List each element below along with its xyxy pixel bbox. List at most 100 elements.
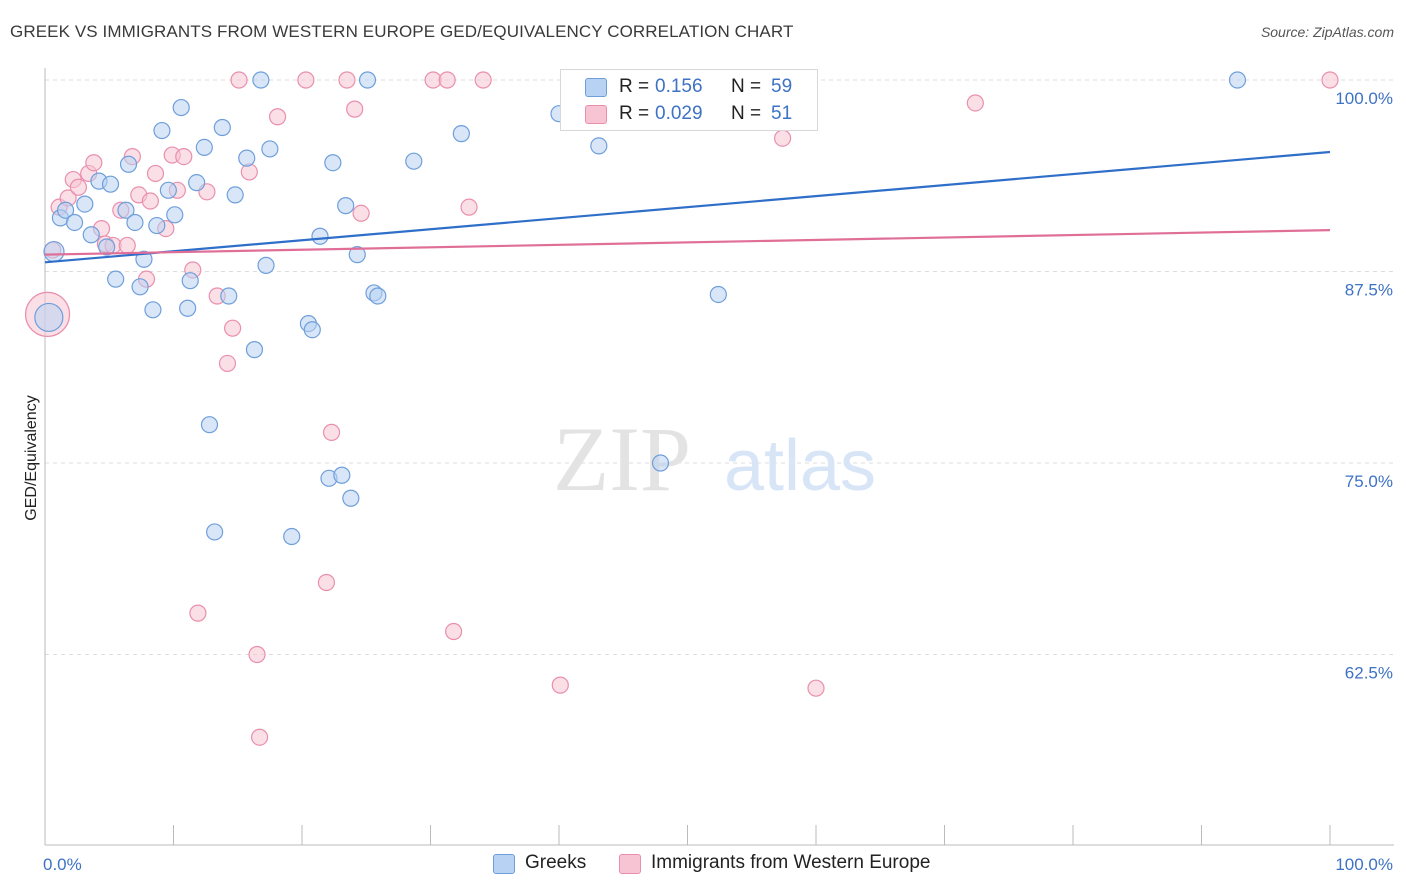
point-immigrants	[338, 71, 356, 89]
y-tick-label: 87.5%	[1345, 281, 1393, 300]
point-immigrants	[268, 108, 287, 126]
point-greeks	[98, 238, 116, 256]
point-greeks	[238, 149, 256, 167]
point-immigrants	[438, 71, 456, 89]
point-immigrants	[146, 164, 165, 183]
point-immigrants	[85, 154, 103, 172]
point-greeks	[76, 195, 94, 213]
point-greeks	[311, 227, 329, 245]
point-greeks	[101, 175, 120, 193]
point-immigrants	[141, 192, 159, 210]
point-greeks	[333, 466, 351, 484]
watermark-zip: ZIP	[553, 408, 691, 510]
point-greeks	[342, 489, 360, 507]
watermark-atlas: atlas	[724, 426, 876, 506]
point-immigrants	[460, 198, 478, 216]
point-greeks	[119, 155, 138, 173]
point-immigrants	[1321, 71, 1339, 89]
point-immigrants	[352, 204, 370, 222]
point-greeks	[369, 287, 387, 305]
point-immigrants	[248, 645, 266, 664]
point-immigrants	[230, 71, 248, 89]
point-greeks	[348, 246, 366, 264]
point-immigrants	[346, 100, 364, 118]
point-greeks	[590, 137, 608, 155]
chart-title: GREEK VS IMMIGRANTS FROM WESTERN EUROPE …	[10, 22, 794, 41]
point-greeks	[220, 287, 238, 305]
y-tick-label: 62.5%	[1345, 664, 1393, 683]
legend-label-immigrants: Immigrants from Western Europe	[651, 852, 931, 873]
r-value: 0.029	[655, 103, 703, 124]
y-axis-label: GED/Equivalency	[23, 395, 40, 520]
point-greeks	[82, 226, 100, 244]
point-greeks	[65, 213, 84, 232]
stats-legend: R = 0.156 N = 59 R = 0.029 N = 51	[560, 69, 818, 131]
n-value: 51	[771, 103, 793, 124]
point-immigrants	[175, 148, 193, 166]
point-greeks	[56, 201, 75, 219]
axes	[44, 68, 1394, 846]
point-immigrants	[445, 622, 463, 641]
watermark: ZIP atlas	[553, 408, 876, 510]
point-greeks	[651, 454, 670, 472]
point-greeks	[144, 301, 162, 319]
tick-labels: 62.5% 75.0% 87.5% 100.0% 0.0% 100.0%	[43, 89, 1393, 874]
point-greeks	[159, 181, 177, 199]
y-tick-label: 75.0%	[1345, 472, 1393, 491]
point-greeks	[226, 186, 244, 204]
point-greeks	[324, 154, 342, 172]
point-immigrants	[297, 71, 315, 89]
point-greeks	[257, 256, 275, 274]
point-immigrants	[218, 354, 237, 373]
n-label: N =	[731, 103, 762, 124]
point-greeks	[34, 302, 64, 333]
point-immigrants	[250, 728, 269, 746]
point-immigrants	[189, 604, 207, 622]
point-immigrants	[322, 423, 341, 441]
point-greeks	[452, 125, 470, 143]
x-tick-label-max: 100.0%	[1335, 855, 1393, 874]
point-greeks	[117, 201, 135, 219]
point-immigrants	[966, 94, 984, 112]
point-greeks	[195, 138, 213, 157]
point-greeks	[206, 523, 224, 541]
point-greeks	[179, 299, 197, 317]
point-greeks	[107, 270, 125, 288]
n-label: N =	[731, 76, 762, 97]
trend-line-greeks	[44, 150, 1331, 264]
point-greeks	[126, 213, 144, 232]
swatch-greeks	[493, 854, 515, 874]
r-label: R =	[619, 103, 650, 124]
point-greeks	[261, 140, 279, 158]
r-value: 0.156	[655, 76, 703, 97]
trend-lines	[44, 150, 1331, 264]
point-greeks	[172, 98, 190, 117]
point-greeks	[148, 216, 166, 235]
point-immigrants	[118, 236, 136, 255]
x-tick-label-min: 0.0%	[43, 855, 82, 874]
point-immigrants	[69, 178, 88, 196]
legend-label-greeks: Greeks	[525, 852, 587, 873]
series-legend: Greeks Immigrants from Western Europe	[0, 852, 1406, 878]
point-greeks	[358, 71, 377, 89]
point-greeks	[252, 71, 270, 89]
point-greeks	[153, 121, 171, 140]
point-greeks	[181, 272, 199, 290]
point-greeks	[166, 206, 184, 224]
swatch-immigrants	[619, 854, 641, 874]
point-immigrants	[317, 573, 336, 592]
y-tick-label: 100.0%	[1335, 89, 1393, 108]
point-greeks	[131, 278, 149, 296]
point-greeks	[43, 240, 65, 263]
trend-line-immigrants	[44, 229, 1331, 256]
point-greeks	[213, 118, 231, 137]
swatch-greeks	[585, 78, 607, 97]
point-greeks	[188, 174, 206, 192]
point-greeks	[1228, 71, 1247, 89]
point-immigrants	[224, 319, 242, 337]
point-immigrants	[773, 129, 792, 147]
point-greeks	[283, 527, 301, 546]
n-value: 59	[771, 76, 793, 97]
source-label: Source: ZipAtlas.com	[1260, 24, 1394, 40]
swatch-immigrants	[585, 105, 607, 124]
